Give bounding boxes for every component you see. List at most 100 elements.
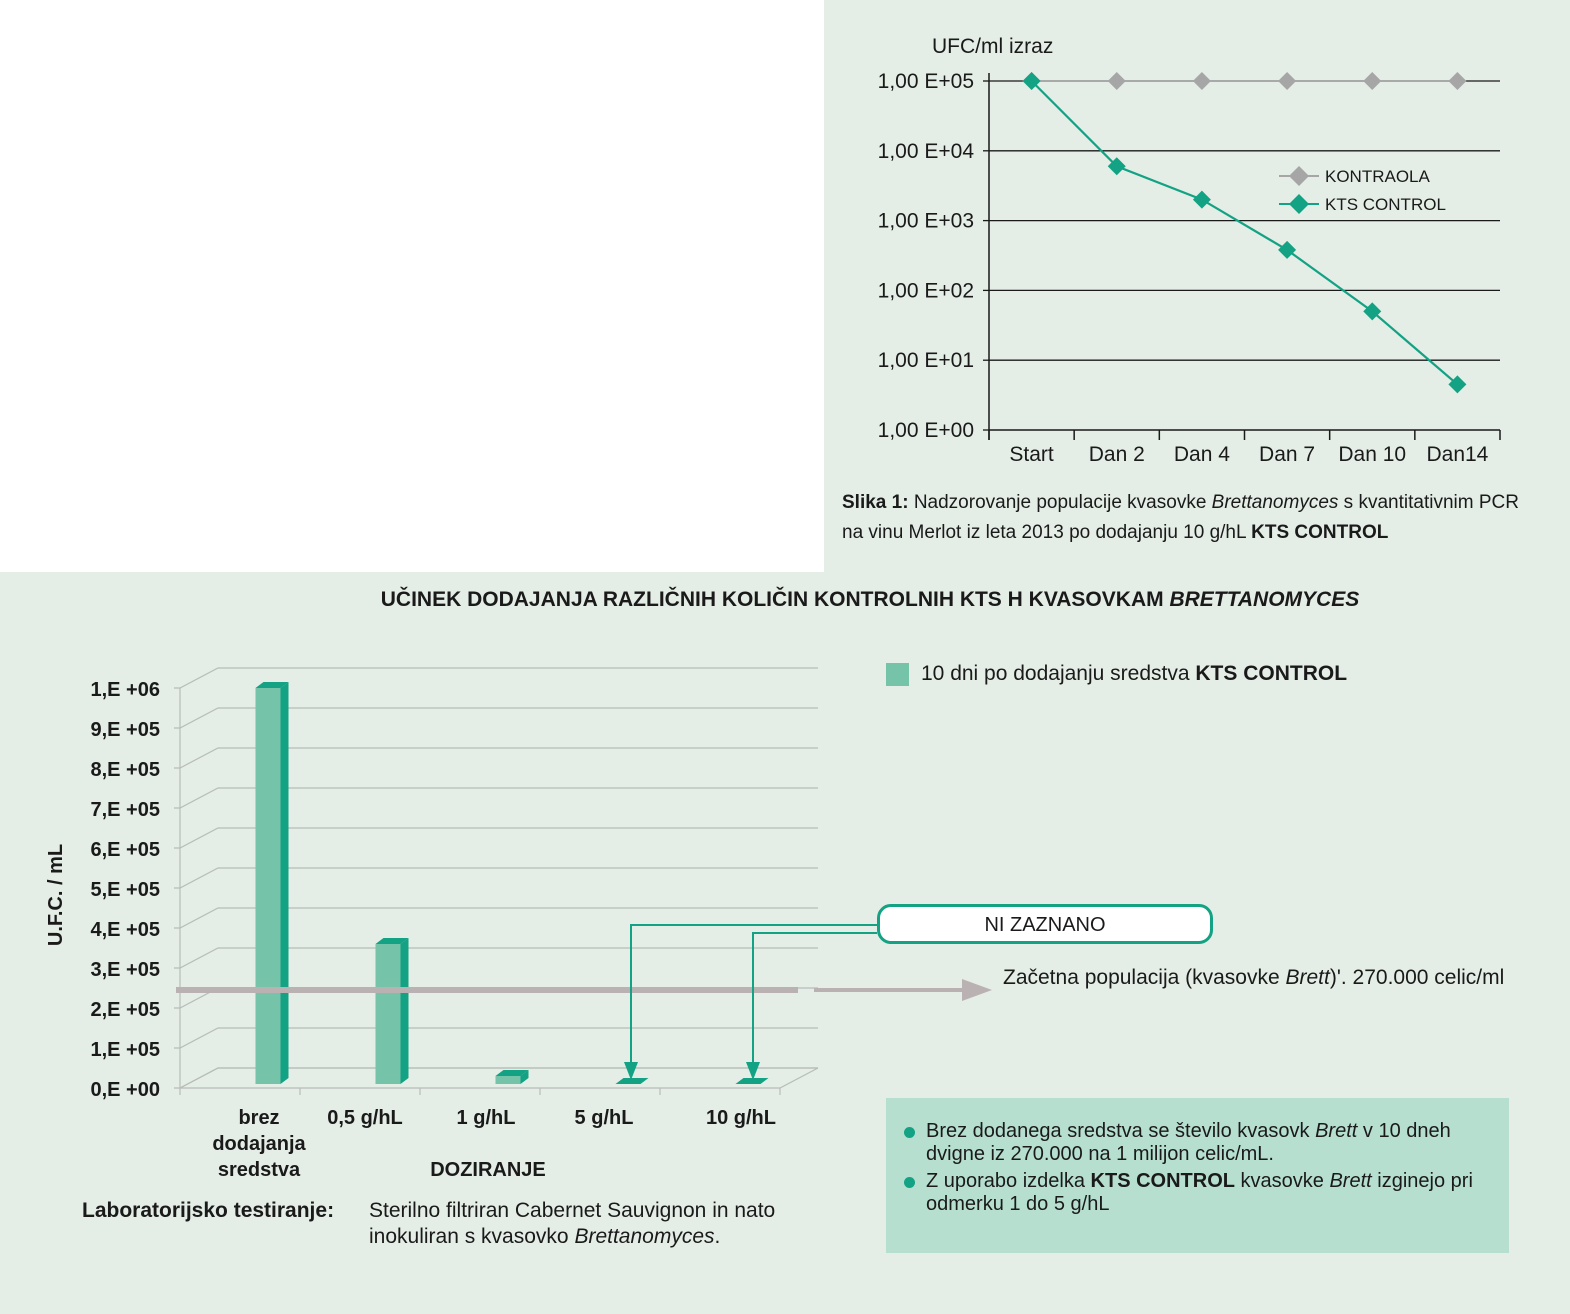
callout-line — [752, 932, 877, 1062]
gridline — [174, 827, 818, 849]
x-tick-label: 1 g/hL — [457, 1107, 516, 1129]
data-point — [1107, 157, 1126, 176]
lab-note: Laboratorijsko testiranje: Sterilno filt… — [82, 1198, 775, 1248]
y-tick-label: 2,E +05 — [90, 999, 160, 1021]
y-axis-title: U.F.C. / mL — [45, 844, 67, 946]
lab-text: Sterilno filtriran Cabernet Sauvignon in… — [369, 1198, 839, 1250]
legend-swatch — [886, 662, 909, 686]
bullet-icon — [904, 1127, 915, 1138]
y-tick-label: 5,E +05 — [90, 879, 160, 901]
figure1-panel — [824, 0, 1570, 572]
note2-b: kvasovke — [1234, 1170, 1330, 1192]
y-tick-label: 1,00 E+05 — [878, 70, 974, 93]
y-tick-label: 1,00 E+02 — [878, 279, 974, 302]
title-italic: BRETTANOMYCES — [1169, 588, 1360, 611]
bar — [255, 688, 281, 1084]
data-point — [1192, 190, 1211, 209]
x-tick-label: 0,5 g/hL — [327, 1107, 403, 1129]
callout-line — [630, 924, 877, 1062]
y-tick-label: 1,E +05 — [90, 1039, 160, 1061]
y-tick-label: 1,00 E+03 — [878, 210, 974, 233]
y-tick-label: 1,E +06 — [90, 679, 160, 701]
caption-text-a: Nadzorovanje populacije kvasovke — [908, 492, 1212, 513]
gridline — [174, 667, 818, 689]
series-line — [1030, 80, 1459, 386]
data-point — [1448, 375, 1467, 394]
data-point — [1363, 302, 1382, 321]
caption-text-b: s kvantitativnim PCR na vinu Merlot iz l… — [842, 492, 1519, 543]
arrow-down-icon — [624, 1062, 638, 1080]
y-tick-label: 1,00 E+01 — [878, 349, 974, 372]
caption-product: KTS CONTROL — [1251, 522, 1389, 543]
arrow-down-icon — [746, 1062, 760, 1080]
y-tick-label: 1,00 E+00 — [878, 419, 974, 442]
legend-marker — [1289, 166, 1309, 186]
x-tick-label: brez dodajanja sredstva — [212, 1107, 306, 1181]
gridline — [174, 787, 818, 809]
note2-italic: Brett — [1329, 1170, 1372, 1192]
x-tick-label: Dan 10 — [1338, 443, 1406, 466]
gridline — [174, 707, 818, 729]
legend-marker — [1289, 194, 1309, 214]
data-point — [1192, 72, 1211, 90]
gridline — [174, 747, 818, 769]
gridline — [174, 947, 818, 969]
notes-box: Brez dodanega sredstva se število kvasov… — [886, 1098, 1509, 1253]
legend-bold: KTS CONTROL — [1195, 662, 1348, 685]
lab-text-b: . — [714, 1225, 721, 1248]
figure2-title: UČINEK DODAJANJA RAZLIČNIH KOLIČIN KONTR… — [0, 588, 1570, 612]
gridline — [174, 1067, 818, 1089]
y-tick-label: 1,00 E+04 — [878, 140, 975, 163]
bar-top — [495, 1070, 529, 1076]
note2-bold: KTS CONTROL — [1090, 1170, 1235, 1192]
data-point — [1022, 72, 1041, 90]
bar-top — [735, 1078, 769, 1084]
y-tick-label: 0,E +00 — [90, 1079, 160, 1101]
note1-b: v 10 dneh dvigne iz 270.000 na 1 milijon… — [926, 1120, 1451, 1165]
initial-italic: Brett — [1285, 966, 1330, 989]
y-unit-label: UFC/ml izraz — [932, 35, 1053, 58]
note2-c: izginejo pri odmerku 1 do 5 g/hL — [926, 1170, 1473, 1215]
data-point — [1107, 72, 1126, 90]
x-tick-label: Dan 4 — [1174, 443, 1230, 466]
bar — [495, 1076, 521, 1084]
figure1-caption: Slika 1: Nadzorovanje populacije kvasovk… — [842, 488, 1542, 548]
bar-chart: 0,E +00 1,E +05 2,E +05 3,E +05 4,E +05 5,E +… — [45, 667, 992, 1181]
data-point — [1278, 72, 1297, 90]
bar-top — [615, 1078, 649, 1084]
x-tick-label: Dan 7 — [1259, 443, 1315, 466]
data-point — [1278, 240, 1297, 259]
initial-text-a: Začetna populacija (kvasovke — [1003, 966, 1286, 989]
initial-population-text: Začetna populacija (kvasovke Brett)'. 27… — [1003, 966, 1504, 990]
initial-text-b: )'. 270.000 celic/ml — [1329, 966, 1505, 989]
lab-italic: Brettanomyces — [574, 1225, 715, 1248]
bar-side — [280, 682, 289, 1084]
x-tick-label: Start — [1009, 443, 1054, 466]
x-tick-label: 10 g/hL — [706, 1107, 776, 1129]
not-detected-box: NI ZAZNANO — [877, 904, 1213, 944]
bar — [375, 944, 401, 1084]
x-tick-label: Dan14 — [1426, 443, 1488, 466]
x-axis-title: DOZIRANJE — [430, 1159, 546, 1181]
bar-side — [520, 1070, 529, 1084]
lab-text-a: Sterilno filtriran Cabernet Sauvignon in… — [369, 1199, 776, 1248]
gridline — [174, 1027, 818, 1049]
bar-top — [375, 938, 409, 944]
y-tick-label: 9,E +05 — [90, 719, 160, 741]
note1-a: Brez dodanega sredstva se število kvasov… — [926, 1120, 1316, 1142]
note-item: Brez dodanega sredstva se število kvasov… — [904, 1120, 1489, 1166]
note1-italic: Brett — [1315, 1120, 1358, 1142]
legend-text: 10 dni po dodajanju sredstva — [921, 662, 1190, 685]
gridline — [174, 907, 818, 929]
gridline — [174, 867, 818, 889]
arrow-head-icon — [962, 979, 992, 1001]
x-tick-label: Dan 2 — [1089, 443, 1145, 466]
data-point — [1363, 72, 1382, 90]
x-tick-label: 5 g/hL — [575, 1107, 634, 1129]
y-tick-label: 4,E +05 — [90, 919, 160, 941]
y-tick-label: 8,E +05 — [90, 759, 160, 781]
y-tick-label: 6,E +05 — [90, 839, 160, 861]
bar-legend: 10 dni po dodajanju sredstva KTS CONTROL — [886, 662, 1347, 686]
bullet-icon — [904, 1177, 915, 1188]
y-tick-label: 3,E +05 — [90, 959, 160, 981]
